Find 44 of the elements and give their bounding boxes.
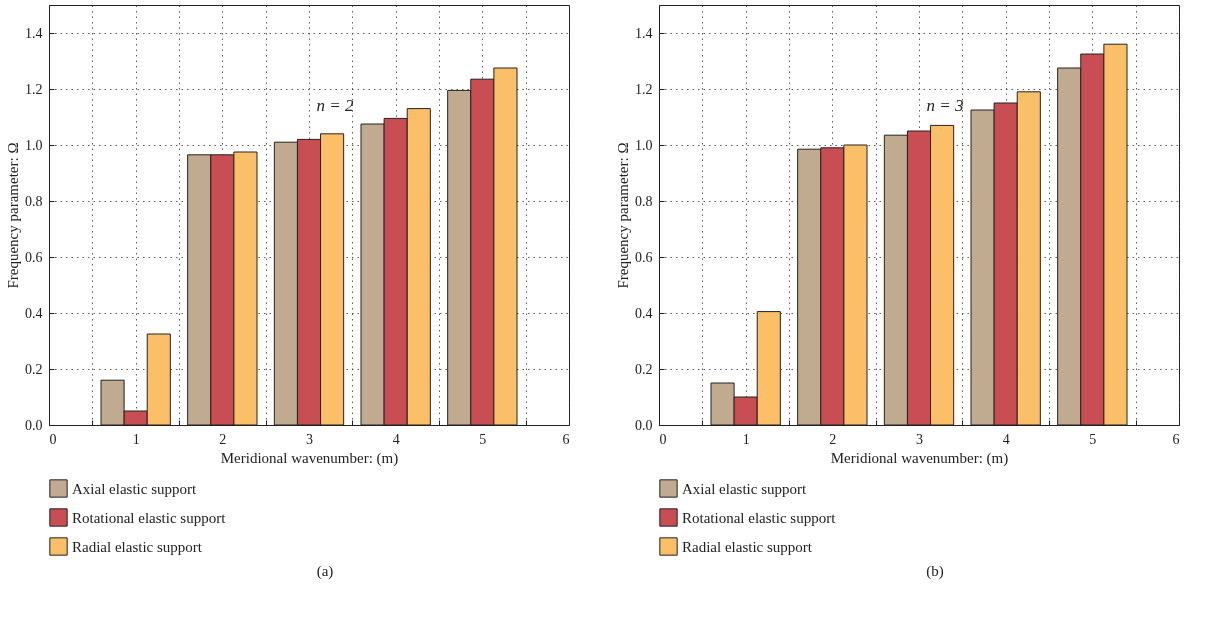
text: (b): [925, 563, 945, 580]
x-tick-label: 1: [742, 431, 750, 447]
y-tick-label: 0.8: [25, 193, 43, 209]
y-tick-label: 0.0: [635, 417, 653, 433]
legend-label: Radial elastic support: [72, 538, 203, 555]
legend-label: Rotational elastic support: [72, 509, 227, 526]
legend-label: Axial elastic support: [682, 480, 807, 497]
y-tick-label: 1.0: [25, 137, 43, 153]
y-tick-label: 0.4: [25, 305, 43, 321]
text: (a): [315, 563, 335, 580]
x-tick-label: 2: [829, 431, 837, 447]
x-tick-label: 3: [916, 431, 923, 447]
y-tick-label: 1.2: [25, 81, 43, 97]
x-tick-label: 5: [479, 431, 487, 447]
x-tick-label: 6: [562, 431, 570, 447]
x-axis-title: Meridional wavenumber: (m): [220, 449, 399, 467]
x-tick-label: 4: [392, 431, 400, 447]
legend-label: Radial elastic support: [682, 538, 813, 555]
y-tick-label: 1.4: [635, 25, 653, 41]
x-tick-label: 1: [132, 431, 140, 447]
y-tick-label: 1.2: [635, 81, 653, 97]
y-tick-label: 0.6: [25, 249, 43, 265]
y-tick-label: 0.8: [635, 193, 653, 209]
y-tick-label: 0.2: [635, 361, 653, 377]
y-tick-label: 0.2: [25, 361, 43, 377]
annotation: n = 2: [316, 95, 354, 115]
y-tick-label: 0.6: [635, 249, 653, 265]
x-tick-label: 6: [1172, 431, 1180, 447]
y-tick-label: 1.4: [25, 25, 43, 41]
x-tick-label: 0: [49, 431, 57, 447]
y-axis-title: Frequency parameter: Ω: [5, 142, 21, 289]
y-tick-label: 0.4: [635, 305, 653, 321]
legend-label: Rotational elastic support: [682, 509, 837, 526]
y-tick-label: 1.0: [635, 137, 653, 153]
y-axis-title: Frequency parameter: Ω: [615, 142, 631, 289]
x-tick-label: 5: [1089, 431, 1097, 447]
y-tick-label: 0.0: [25, 417, 43, 433]
x-tick-label: 0: [659, 431, 667, 447]
legend-label: Axial elastic support: [72, 480, 197, 497]
x-tick-label: 4: [1002, 431, 1010, 447]
x-tick-label: 3: [306, 431, 313, 447]
annotation: n = 3: [926, 95, 964, 115]
x-tick-label: 2: [219, 431, 227, 447]
x-axis-title: Meridional wavenumber: (m): [830, 449, 1009, 467]
